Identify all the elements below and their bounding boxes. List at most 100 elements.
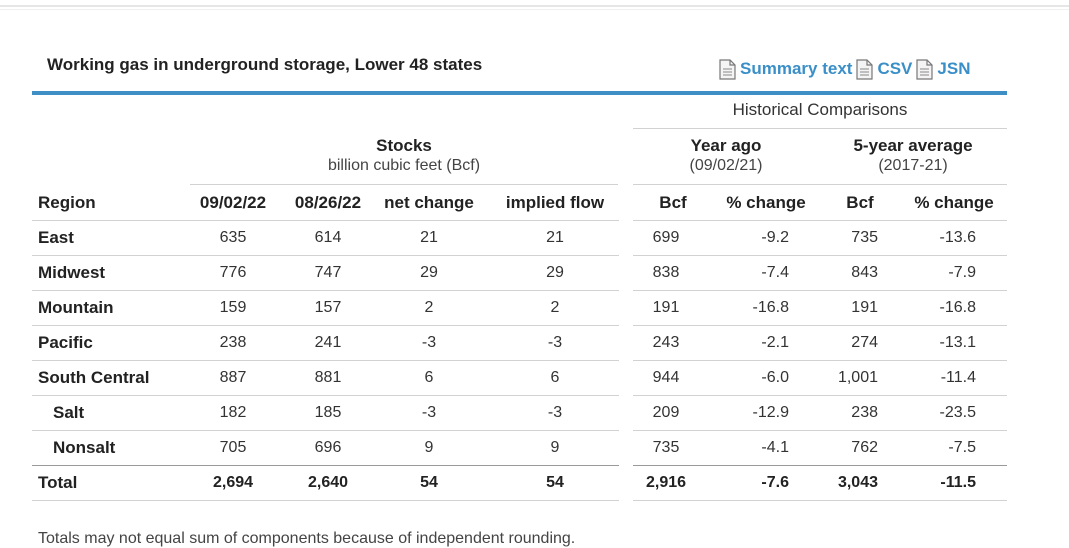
row-divider (32, 500, 619, 501)
csv-label[interactable]: CSV (877, 59, 913, 78)
row-divider (32, 465, 619, 466)
table-cell: 21 (546, 229, 564, 246)
table-cell: -11.5 (940, 474, 976, 491)
table-cell: 157 (314, 299, 342, 316)
historical-comparisons-label: Historical Comparisons (732, 100, 908, 119)
table-cell: 838 (652, 264, 680, 281)
table-cell: 635 (219, 229, 247, 246)
table-cell: 241 (314, 334, 342, 351)
table-cell: 54 (420, 474, 438, 491)
row-divider (633, 290, 1007, 291)
row-divider (32, 220, 619, 221)
row-divider (633, 220, 1007, 221)
summary-text-label[interactable]: Summary text (740, 59, 853, 78)
column-header: Region (38, 193, 96, 212)
table-cell: 2 (424, 299, 434, 316)
table-cell: 735 (652, 439, 680, 456)
jsn-link[interactable]: JSN (915, 58, 971, 80)
table-cell: -9.2 (761, 229, 789, 246)
table-cell: -3 (421, 334, 437, 351)
column-header: net change (384, 193, 474, 212)
jsn-label[interactable]: JSN (937, 59, 971, 78)
row-divider (32, 325, 619, 326)
document-icon (856, 58, 874, 80)
table-cell: 3,043 (837, 474, 878, 491)
table-cell: -4.1 (761, 439, 789, 456)
table-cell: 191 (851, 299, 878, 316)
row-divider (633, 500, 1007, 501)
table-cell: -3 (547, 404, 563, 421)
table-cell: 21 (420, 229, 438, 246)
table-cell: 29 (420, 264, 438, 281)
column-header: 09/02/22 (199, 193, 267, 212)
stocks-divider (190, 184, 618, 185)
row-divider (32, 360, 619, 361)
table-cell: -13.1 (939, 334, 976, 351)
document-icon (719, 58, 736, 80)
row-divider (32, 255, 619, 256)
table-cell: 614 (314, 229, 342, 246)
table-cell: 238 (851, 404, 878, 421)
table-cell: 6 (550, 369, 560, 386)
row-divider (633, 360, 1007, 361)
table-cell: 776 (219, 264, 247, 281)
table-cell: 1,001 (837, 369, 878, 386)
year-ago-title: Year ago (690, 136, 762, 155)
table-cell: 159 (219, 299, 247, 316)
row-divider (633, 325, 1007, 326)
row-divider (32, 290, 619, 291)
comparisons-divider (633, 184, 1007, 185)
region-label: Mountain (38, 298, 114, 317)
table-cell: -7.9 (948, 264, 976, 281)
region-label: Pacific (38, 333, 93, 352)
row-divider (633, 430, 1007, 431)
footnote: Totals may not equal sum of components b… (38, 530, 576, 547)
row-divider (633, 395, 1007, 396)
csv-link[interactable]: CSV (855, 58, 913, 80)
column-header: % change (914, 193, 994, 212)
year-ago-subtitle: (09/02/21) (689, 157, 763, 174)
table-cell: 881 (314, 369, 342, 386)
document-icon (916, 58, 934, 80)
summary-text-link[interactable]: Summary text (718, 58, 853, 80)
table-cell: -11.4 (940, 369, 976, 386)
table-cell: 747 (314, 264, 342, 281)
total-row-label: Total (38, 473, 78, 492)
table-cell: 2,916 (645, 474, 687, 491)
table-cell: -12.9 (752, 404, 789, 421)
table-cell: 699 (652, 229, 680, 246)
table-cell: 54 (546, 474, 564, 491)
table-cell: -7.4 (761, 264, 789, 281)
table-cell: 843 (851, 264, 878, 281)
table-cell: 182 (219, 404, 247, 421)
table-cell: 887 (219, 369, 247, 386)
table-cell: 191 (652, 299, 680, 316)
table-cell: -23.5 (939, 404, 976, 421)
column-header: Bcf (659, 193, 687, 212)
five-year-average-title: 5-year average (853, 136, 973, 155)
table-cell: -7.5 (948, 439, 976, 456)
top-border-secondary (0, 9, 1069, 10)
stocks-subtitle: billion cubic feet (Bcf) (327, 157, 481, 174)
column-header: % change (726, 193, 806, 212)
row-divider (633, 255, 1007, 256)
table-title: Working gas in underground storage, Lowe… (47, 55, 483, 74)
table-cell: 209 (652, 404, 680, 421)
column-header: 08/26/22 (294, 193, 362, 212)
region-label: East (38, 228, 74, 247)
table-cell: -3 (547, 334, 563, 351)
table-cell: 2,640 (307, 474, 349, 491)
table-cell: -16.8 (752, 299, 789, 316)
table-cell: -13.6 (939, 229, 976, 246)
table-cell: -2.1 (761, 334, 789, 351)
region-label: South Central (38, 368, 150, 387)
table-cell: 735 (851, 229, 878, 246)
table-cell: 6 (424, 369, 434, 386)
download-links: Summary text CSV JSN (718, 58, 973, 80)
historical-divider (633, 128, 1007, 129)
table-cell: 762 (851, 439, 878, 456)
table-cell: -16.8 (939, 299, 976, 316)
stocks-title: Stocks (376, 136, 432, 155)
table-cell: 185 (314, 404, 342, 421)
table-cell: 2 (550, 299, 560, 316)
